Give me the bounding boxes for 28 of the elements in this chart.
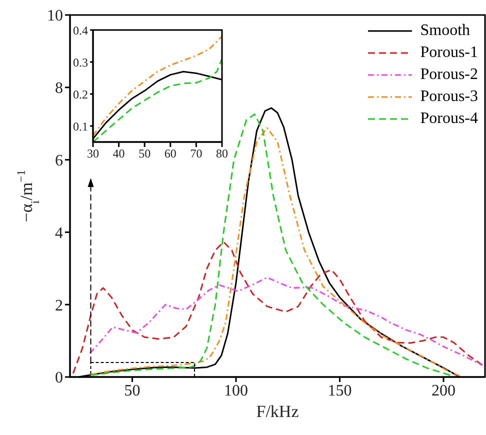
x-tick-label: 100 bbox=[224, 382, 248, 400]
line-series bbox=[72, 241, 485, 374]
y-tick-label: 0.4 bbox=[73, 23, 88, 38]
y-tick-label: 0.1 bbox=[73, 119, 88, 134]
line-series bbox=[89, 276, 483, 366]
x-tick-label: 80 bbox=[216, 146, 228, 161]
y-tick-label: 6 bbox=[55, 152, 63, 170]
y-tick-label: 0.2 bbox=[73, 87, 88, 102]
y-tick-label: 8 bbox=[55, 80, 63, 98]
x-tick-label: 200 bbox=[432, 382, 456, 400]
y-tick-label: 0 bbox=[55, 370, 63, 387]
legend-label: Smooth bbox=[420, 22, 470, 40]
y-tick-label: 2 bbox=[55, 297, 63, 314]
x-tick-label: 150 bbox=[328, 382, 352, 400]
legend-label: Porous-1 bbox=[420, 44, 478, 62]
legend-label: Porous-3 bbox=[420, 88, 478, 106]
legend-label: Porous-2 bbox=[420, 66, 478, 84]
x-tick-label: 70 bbox=[190, 146, 202, 161]
x-tick-label: 60 bbox=[164, 146, 176, 161]
x-tick-label: 50 bbox=[124, 382, 140, 400]
y-tick-label: 10 bbox=[47, 8, 63, 25]
x-tick-label: 30 bbox=[87, 146, 99, 161]
x-tick-label: 50 bbox=[138, 146, 151, 161]
legend-label: Porous-4 bbox=[420, 110, 478, 128]
x-tick-label: 40 bbox=[112, 146, 125, 161]
y-tick-label: 0.3 bbox=[73, 55, 88, 70]
x-axis-title: F/kHz bbox=[256, 402, 300, 421]
y-tick-label: 4 bbox=[55, 224, 63, 242]
